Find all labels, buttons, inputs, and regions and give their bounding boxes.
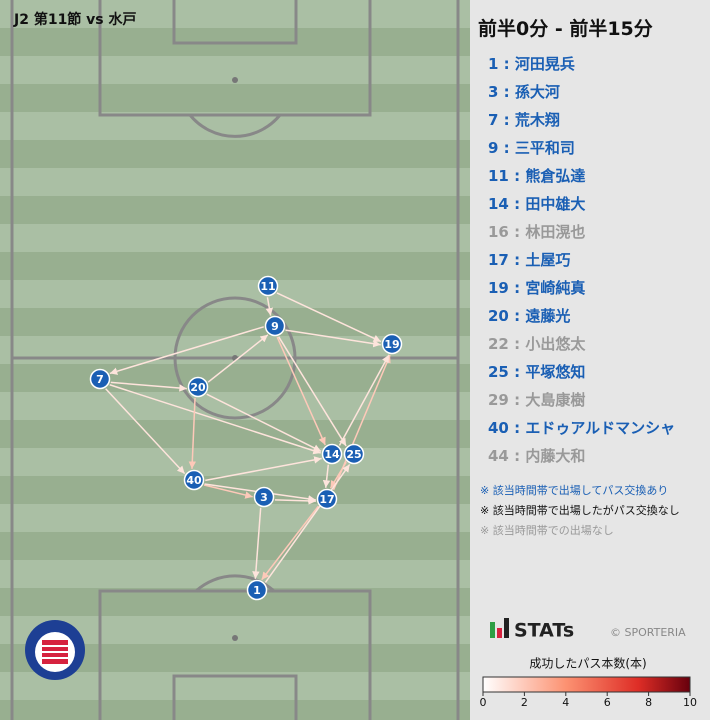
- pass-edge: [338, 354, 390, 446]
- player-number: 7: [96, 373, 104, 386]
- player-entry: 11 : 熊倉弘達: [488, 167, 586, 185]
- player-entry: 22 : 小出悠太: [488, 335, 586, 353]
- player-node: [316, 488, 338, 510]
- player-node: [381, 333, 403, 355]
- player-number: 17: [319, 493, 334, 506]
- player-entry: 7 : 荒木翔: [488, 111, 560, 129]
- player-entry: 40 : エドゥアルドマンシャ: [488, 419, 676, 437]
- copyright: © SPORTERIA: [610, 626, 686, 639]
- pass-edge: [276, 292, 382, 343]
- pass-edge: [105, 388, 186, 475]
- legend-note: ※ 該当時間帯で出場してパス交換あり: [480, 484, 669, 497]
- pass-edge: [110, 381, 187, 392]
- player-number: 1: [253, 584, 261, 597]
- colorbar: [482, 676, 691, 693]
- colorbar-tick-label: 4: [562, 696, 569, 709]
- legend-note: ※ 該当時間帯での出場なし: [480, 524, 614, 537]
- player-entry: 1 : 河田晃兵: [488, 55, 575, 73]
- player-entry: 25 : 平塚悠知: [488, 363, 586, 381]
- player-entry: 44 : 内藤大和: [488, 447, 586, 465]
- player-entry: 3 : 孫大河: [488, 83, 560, 101]
- player-node: [264, 315, 286, 337]
- pass-edge: [265, 297, 274, 316]
- player-entry: 19 : 宮崎純真: [488, 279, 586, 297]
- player-entry: 17 : 土屋巧: [488, 251, 571, 269]
- pass-edge: [276, 336, 326, 446]
- player-node: [183, 469, 205, 491]
- pass-edge: [207, 334, 269, 383]
- colorbar-tick-label: 2: [521, 696, 528, 709]
- player-number: 11: [260, 280, 275, 293]
- player-entry: 29 : 大島康樹: [488, 391, 586, 409]
- club-logo: [25, 620, 85, 680]
- pass-edge: [203, 484, 253, 499]
- pass-edge: [109, 326, 264, 375]
- player-number: 3: [260, 491, 268, 504]
- pass-edge: [206, 393, 322, 452]
- legend-note: ※ 該当時間帯で出場したがパス交換なし: [480, 504, 680, 517]
- pass-edge: [322, 464, 331, 488]
- player-node: [89, 368, 111, 390]
- pass-edge: [278, 336, 347, 447]
- player-entry: 14 : 田中雄大: [488, 195, 586, 213]
- legend: STATs © SPORTERIA 成功したパス本数(本) 0 2 4 6 8 10: [480, 618, 697, 709]
- pass-edge: [205, 456, 322, 482]
- player-number: 20: [190, 381, 206, 394]
- colorbar-tick-label: 0: [480, 696, 487, 709]
- player-entry: 9 : 三平和司: [488, 139, 575, 157]
- player-node: [246, 579, 268, 601]
- player-number: 9: [271, 320, 279, 333]
- pass-edge: [274, 497, 316, 505]
- colorbar-tick-label: 6: [604, 696, 611, 709]
- match-title: J2 第11節 vs 水戸: [13, 11, 137, 28]
- player-node: [321, 443, 343, 465]
- colorbar-tick-label: 10: [683, 696, 697, 709]
- brand: STATs: [514, 620, 574, 642]
- pass-edge: [252, 507, 262, 579]
- player-number: 14: [324, 448, 340, 461]
- pass-edge: [188, 397, 197, 469]
- side-panel: 前半0分 - 前半15分 1 : 河田晃兵 3 : 孫大河 7 : 荒木翔 9 : 三…: [470, 0, 710, 720]
- period-title: 前半0分 - 前半15分: [478, 18, 653, 40]
- pass-edge: [264, 463, 351, 583]
- player-number: 19: [384, 338, 399, 351]
- player-node: [253, 486, 275, 508]
- player-node: [187, 376, 209, 398]
- pitch: J2 第11節 vs 水戸 11 9 19 7 20 14 25 40 3 17 1: [0, 0, 470, 720]
- colorbar-title: 成功したパス本数(本): [529, 656, 646, 671]
- player-entry: 16 : 林田滉也: [488, 223, 586, 241]
- player-node: [343, 443, 365, 465]
- pass-edge: [285, 329, 381, 348]
- colorbar-tick-label: 8: [645, 696, 652, 709]
- player-number: 40: [186, 474, 202, 487]
- pass-edge: [109, 384, 321, 455]
- player-node: [257, 275, 279, 297]
- pass-edge: [261, 505, 319, 581]
- player-number: 25: [346, 448, 361, 461]
- player-entry: 20 : 遠藤光: [488, 307, 571, 325]
